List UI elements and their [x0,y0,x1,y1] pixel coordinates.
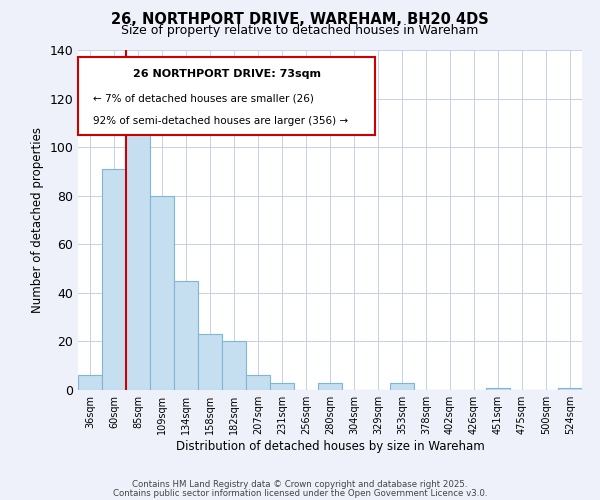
Bar [102,169,126,390]
Bar [78,376,102,390]
Bar [126,123,150,390]
FancyBboxPatch shape [78,57,376,135]
Bar [246,376,270,390]
Bar [222,342,246,390]
Bar [558,388,582,390]
Bar [486,388,510,390]
X-axis label: Distribution of detached houses by size in Wareham: Distribution of detached houses by size … [176,440,484,453]
Text: 26 NORTHPORT DRIVE: 73sqm: 26 NORTHPORT DRIVE: 73sqm [133,68,320,78]
Bar [318,382,342,390]
Bar [198,334,222,390]
Text: Size of property relative to detached houses in Wareham: Size of property relative to detached ho… [121,24,479,37]
Text: 92% of semi-detached houses are larger (356) →: 92% of semi-detached houses are larger (… [93,116,348,126]
Bar [270,382,294,390]
Y-axis label: Number of detached properties: Number of detached properties [31,127,44,313]
Text: ← 7% of detached houses are smaller (26): ← 7% of detached houses are smaller (26) [93,93,314,103]
Bar [174,280,198,390]
Text: 26, NORTHPORT DRIVE, WAREHAM, BH20 4DS: 26, NORTHPORT DRIVE, WAREHAM, BH20 4DS [111,12,489,28]
Text: Contains public sector information licensed under the Open Government Licence v3: Contains public sector information licen… [113,488,487,498]
Bar [150,196,174,390]
Text: Contains HM Land Registry data © Crown copyright and database right 2025.: Contains HM Land Registry data © Crown c… [132,480,468,489]
Bar [390,382,414,390]
